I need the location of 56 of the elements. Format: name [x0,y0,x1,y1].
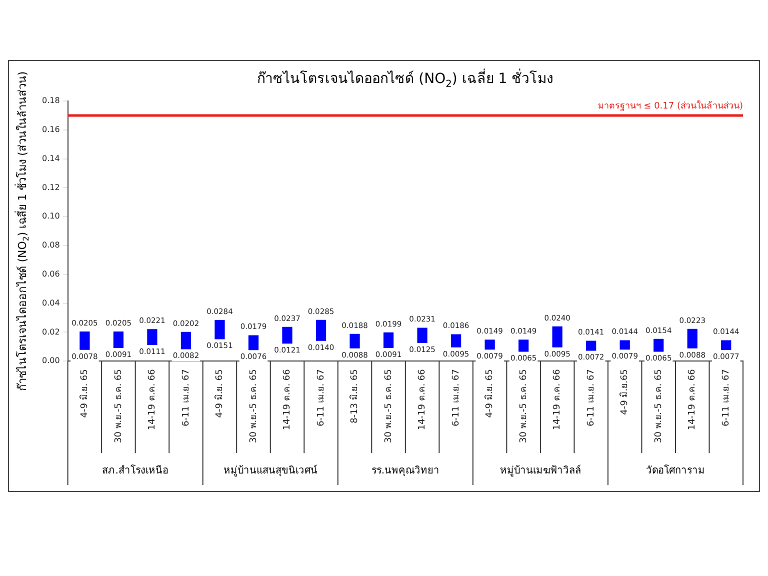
bar [654,338,664,352]
y-tick-label: 0.14 [42,154,60,163]
bar [248,335,259,350]
y-tick-label: 0.08 [42,240,60,250]
y-tick-label: 0.02 [42,327,60,336]
bar [450,334,462,348]
bar [552,326,562,348]
bar [484,340,495,350]
bar [316,320,326,341]
x-tick-label: 14-19 ต.ค. 66 [282,368,293,430]
bar [620,340,630,350]
x-tick-label: 4-9 มิ.ย. 65 [214,369,226,418]
bar [721,340,732,350]
bar [180,332,192,350]
x-tick-label: 4-9 มิ.ย. 65 [79,369,90,418]
bar [687,328,698,348]
bar [350,334,360,348]
y-tick-label: 0.18 [42,96,60,106]
x-tick-label: 14-19 ต.ค. 66 [552,368,563,430]
bar [383,332,394,348]
y-tick-label: 0.16 [42,124,60,134]
bar [113,331,124,348]
x-tick-label: 6-11 เม.ย. 67 [451,369,462,426]
x-tick-label: 6-11 เม.ย. 67 [316,369,326,426]
x-tick-label: 6-11 เม.ย. 67 [721,369,732,426]
x-tick-label: 4-9 มิ.ย. 65 [484,369,496,418]
x-tick-label: 30 พ.ย.-5 ธ.ค. 65 [518,369,529,443]
bar [518,340,529,352]
x-tick-label: 30 พ.ย.-5 ธ.ค. 65 [654,369,664,443]
x-tick-label: 30 พ.ย.-5 ธ.ค. 65 [248,369,259,443]
bar [147,329,158,346]
text: สภ.สำโรงเหนือ [102,464,168,477]
y-tick-label: 0.06 [42,269,60,278]
x-tick-label: 14-19 ต.ค. 66 [688,368,698,430]
x-tick-label: 6-11 เม.ย. 67 [586,369,596,426]
x-tick-label: 8-13 มิ.ย. 65 [349,369,360,424]
bar [214,320,225,340]
x-tick-label: 6-11 เม.ย. 67 [181,369,192,426]
x-tick-label: 14-19 ต.ค. 66 [148,368,158,430]
x-tick-label: 4-9 มิ.ย.65 [619,369,630,415]
bar [80,331,90,350]
y-tick-label: 0.00 [42,356,60,366]
y-tick-label: 0.12 [42,182,60,192]
x-tick-label: 14-19 ต.ค. 66 [418,368,428,430]
text: หมู่บ้านแสนสุขนิเวศน์ [223,464,318,477]
bar [282,326,292,344]
y-tick-label: 0.04 [42,298,60,308]
text: รร.นพคุณวิทยา [371,466,440,477]
text: วัดอโศการาม [646,464,705,477]
x-tick-label: 30 พ.ย.-5 ธ.ค. 65 [114,369,124,443]
ref-line-label: มาตรฐานฯ ≤ 0.17 (ส่วนในล้านส่วน) [598,100,743,112]
bar [586,340,596,351]
x-tick-label: 30 พ.ย.-5 ธ.ค. 65 [384,369,394,443]
bar [417,328,428,344]
text: หมู่บ้านเมฆฟ้าวิลล์ [500,464,581,477]
y-tick-label: 0.10 [42,212,60,221]
